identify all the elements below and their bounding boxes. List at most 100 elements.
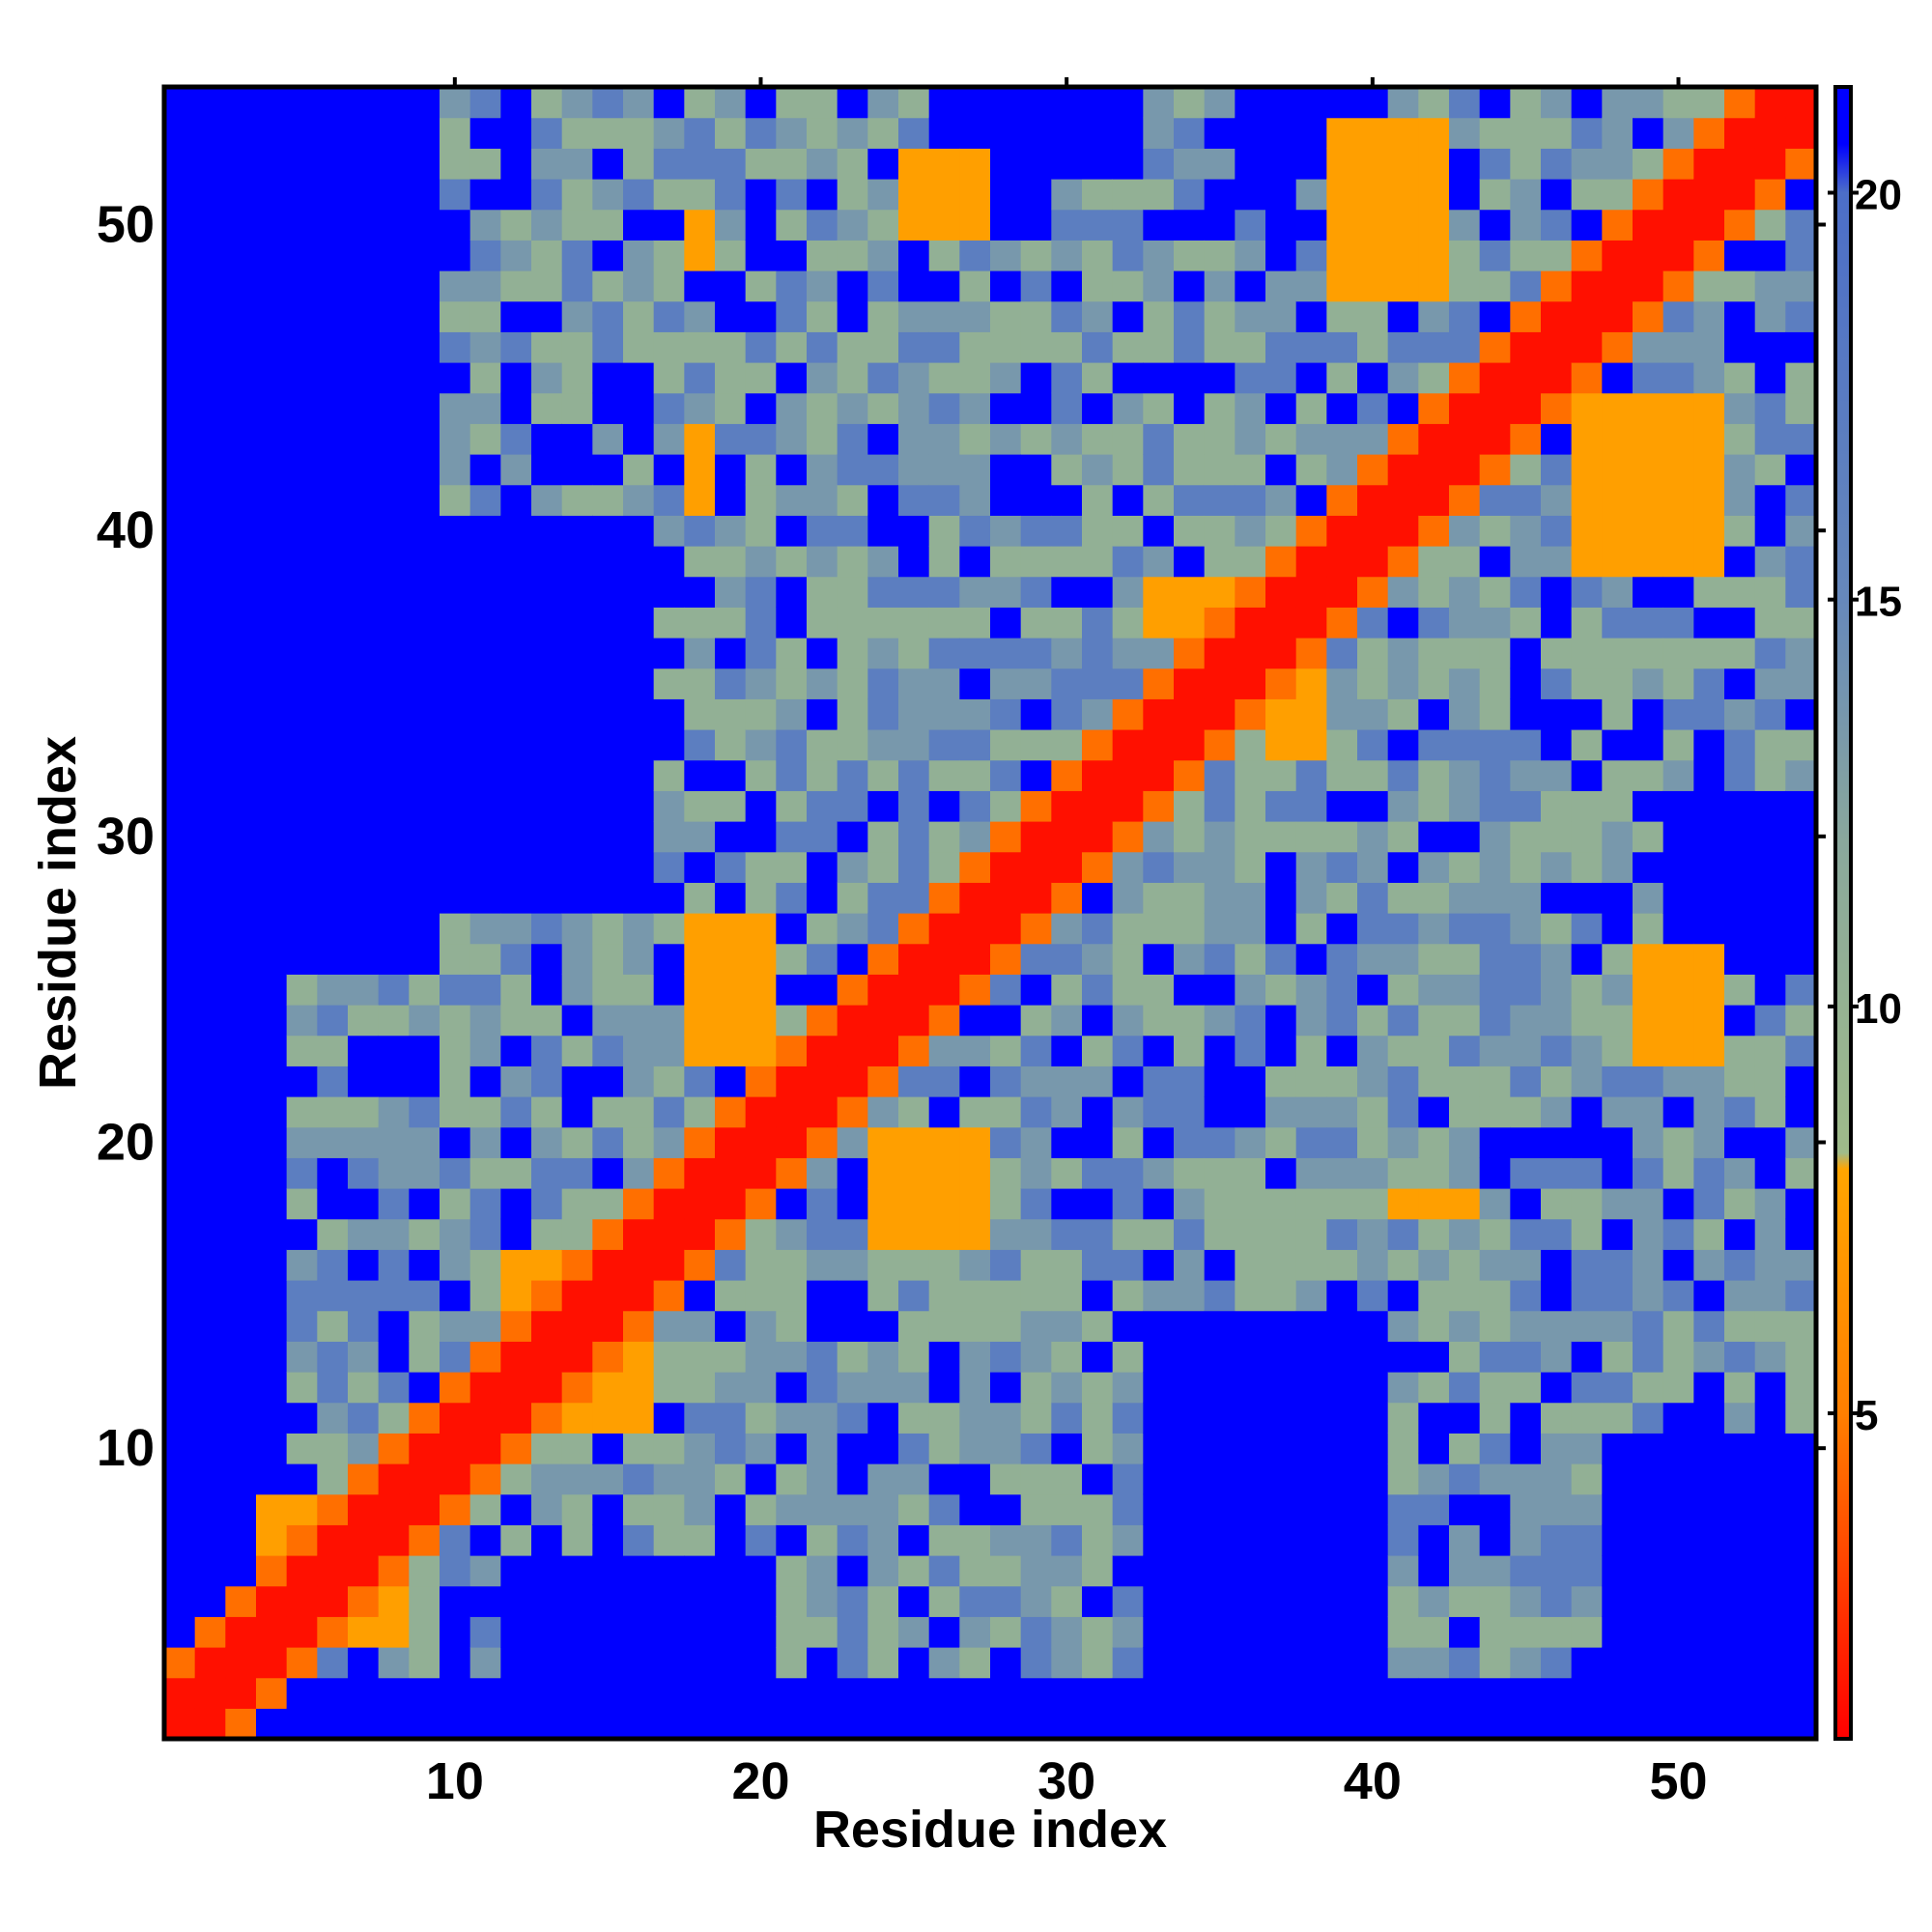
heatmap-cell — [500, 974, 532, 1006]
heatmap-cell — [623, 882, 655, 914]
heatmap-cell — [1449, 729, 1481, 761]
heatmap-cell — [1112, 1218, 1144, 1250]
heatmap-cell — [1326, 331, 1358, 363]
heatmap-cell — [561, 1524, 593, 1556]
heatmap-cell — [1020, 515, 1052, 547]
heatmap-cell — [898, 1372, 930, 1404]
heatmap-cell — [898, 1402, 930, 1434]
colorbar-tick-label: 10 — [1855, 985, 1902, 1033]
heatmap-cell — [531, 821, 563, 853]
heatmap-cell — [1295, 1310, 1327, 1342]
heatmap-cell — [500, 1585, 532, 1617]
heatmap-cell — [1693, 87, 1725, 119]
heatmap-cell — [1449, 423, 1481, 455]
heatmap-cell — [1143, 1433, 1175, 1464]
heatmap-cell — [684, 943, 716, 975]
heatmap-cell — [898, 270, 930, 302]
heatmap-cell — [531, 698, 563, 730]
heatmap-cell — [1693, 638, 1725, 669]
heatmap-cell — [164, 209, 196, 241]
heatmap-cell — [623, 87, 655, 119]
heatmap-cell — [1020, 1585, 1052, 1617]
heatmap-cell — [164, 546, 196, 578]
heatmap-cell — [1724, 1218, 1756, 1250]
heatmap-cell — [1602, 1005, 1634, 1037]
heatmap-cell — [1357, 759, 1389, 791]
heatmap-cell — [1479, 1126, 1511, 1158]
heatmap-cell — [164, 1126, 196, 1158]
heatmap-cell — [286, 882, 318, 914]
heatmap-cell — [776, 1005, 808, 1037]
heatmap-cell — [1387, 240, 1419, 271]
heatmap-cell — [1112, 1493, 1144, 1525]
heatmap-cell — [592, 1433, 624, 1464]
heatmap-cell — [1418, 1616, 1450, 1648]
heatmap-cell — [500, 1126, 532, 1158]
heatmap-cell — [684, 913, 716, 945]
heatmap-cell — [1235, 148, 1266, 180]
heatmap-cell — [317, 117, 349, 149]
heatmap-cell — [653, 1035, 685, 1066]
heatmap-cell — [684, 1463, 716, 1495]
heatmap-cell — [500, 392, 532, 424]
heatmap-cell — [807, 698, 838, 730]
heatmap-cell — [561, 943, 593, 975]
heatmap-cell — [1479, 87, 1511, 119]
heatmap-cell — [1479, 668, 1511, 699]
heatmap-cell — [1662, 913, 1694, 945]
heatmap-cell — [1357, 546, 1389, 578]
heatmap-cell — [164, 1555, 196, 1587]
heatmap-cell — [928, 423, 960, 455]
heatmap-cell — [592, 1188, 624, 1220]
heatmap-cell — [653, 331, 685, 363]
heatmap-cell — [256, 1647, 288, 1679]
heatmap-cell — [1112, 1616, 1144, 1648]
heatmap-cell — [990, 1065, 1022, 1097]
heatmap-cell — [928, 117, 960, 149]
heatmap-cell — [1112, 331, 1144, 363]
heatmap-cell — [1602, 1065, 1634, 1097]
heatmap-cell — [1265, 1341, 1297, 1373]
heatmap-cell — [531, 1616, 563, 1648]
heatmap-cell — [164, 270, 196, 302]
heatmap-cell — [348, 668, 380, 699]
heatmap-cell — [1602, 1157, 1634, 1189]
heatmap-cell — [1693, 1126, 1725, 1158]
heatmap-cell — [194, 1433, 226, 1464]
heatmap-cell — [1082, 270, 1114, 302]
heatmap-cell — [1754, 638, 1786, 669]
heatmap-cell — [1754, 484, 1786, 516]
heatmap-cell — [1235, 300, 1266, 332]
heatmap-cell — [745, 759, 777, 791]
heatmap-cell — [1602, 240, 1634, 271]
heatmap-cell — [1357, 270, 1389, 302]
heatmap-cell — [1174, 1372, 1206, 1404]
heatmap-cell — [1662, 607, 1694, 639]
heatmap-cell — [1449, 759, 1481, 791]
heatmap-cell — [1295, 668, 1327, 699]
heatmap-cell — [1295, 209, 1327, 241]
heatmap-cell — [1571, 179, 1603, 211]
heatmap-cell — [1510, 515, 1542, 547]
heatmap-cell — [1785, 1677, 1817, 1709]
heatmap-cell — [898, 1249, 930, 1281]
heatmap-cell — [1662, 546, 1694, 578]
heatmap-cell — [1174, 607, 1206, 639]
heatmap-cell — [1754, 423, 1786, 455]
heatmap-cell — [1662, 1524, 1694, 1556]
heatmap-cell — [959, 1188, 991, 1220]
heatmap-cell — [1693, 882, 1725, 914]
heatmap-cell — [1112, 1188, 1144, 1220]
heatmap-cell — [1602, 1402, 1634, 1434]
heatmap-cell — [409, 1647, 440, 1679]
heatmap-cell — [194, 729, 226, 761]
heatmap-cell — [1051, 1218, 1083, 1250]
heatmap-cell — [409, 1280, 440, 1312]
heatmap-cell — [348, 1310, 380, 1342]
heatmap-cell — [348, 882, 380, 914]
heatmap-cell — [807, 790, 838, 822]
heatmap-cell — [1051, 759, 1083, 791]
heatmap-cell — [1020, 546, 1052, 578]
heatmap-cell — [409, 1341, 440, 1373]
heatmap-cell — [745, 1188, 777, 1220]
